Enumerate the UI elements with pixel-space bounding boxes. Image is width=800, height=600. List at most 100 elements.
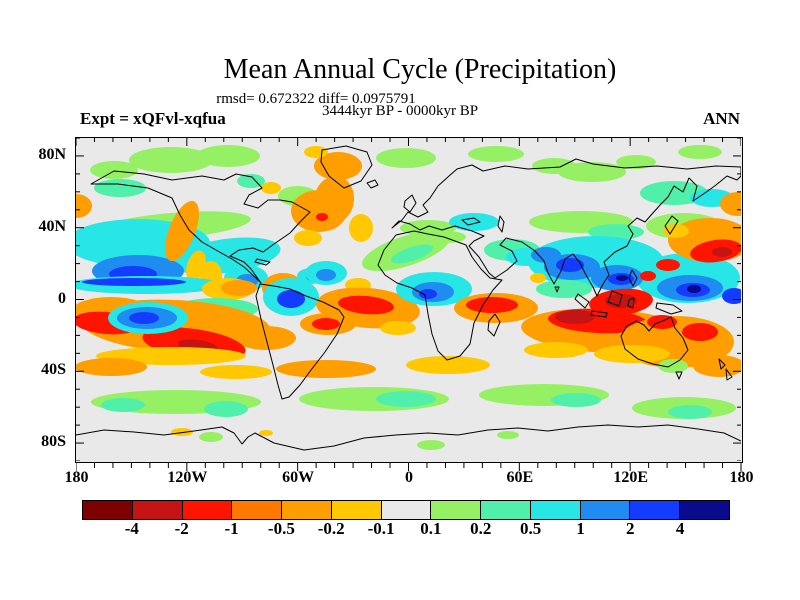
coast-australia xyxy=(620,316,689,368)
anomaly-blob xyxy=(312,318,340,330)
map-plot-area xyxy=(75,137,743,463)
anomaly-blob xyxy=(640,271,656,281)
anomaly-blob xyxy=(720,192,741,216)
anomaly-blob xyxy=(678,145,722,159)
anomaly-blob xyxy=(316,269,336,281)
coast-tasmania xyxy=(675,371,683,380)
coast-java xyxy=(590,310,608,318)
coast-sri-lanka xyxy=(554,286,560,293)
coast-iceland xyxy=(366,179,379,189)
coast-borneo xyxy=(607,290,623,307)
anomaly-blob xyxy=(406,356,490,374)
anomaly-blob xyxy=(259,430,273,436)
anomaly-blob xyxy=(449,213,499,231)
anomaly-blob xyxy=(605,294,637,308)
anomaly-blob xyxy=(558,162,626,182)
anomaly-blob xyxy=(76,194,92,218)
anomaly-blob xyxy=(171,428,193,436)
anomaly-blob xyxy=(82,278,186,286)
colorbar-tick-label: 0.1 xyxy=(420,519,442,538)
colorbar-tick-label: 0.2 xyxy=(470,519,492,538)
anomaly-blob xyxy=(693,355,741,377)
anomaly-blob xyxy=(551,393,601,407)
x-axis-ticks xyxy=(76,463,742,471)
colorbar-tick-label: -1 xyxy=(224,519,239,538)
x-axis-tick-label: 120E xyxy=(613,469,648,486)
anomaly-blob xyxy=(316,213,328,221)
coast-sumatra xyxy=(574,293,590,309)
x-axis-tick-label: 180 xyxy=(64,469,89,486)
anomaly-blob xyxy=(90,161,138,179)
colorbar-cell xyxy=(131,501,182,519)
anomaly-blob xyxy=(668,405,712,419)
y-axis-tick-label: 40N xyxy=(38,217,66,235)
anomaly-blob xyxy=(237,174,265,188)
coast-new-zealand-north xyxy=(718,358,726,370)
colorbar-cell xyxy=(281,501,331,519)
experiment-label: Expt = xQFvl-xqfua xyxy=(80,109,226,128)
coastlines xyxy=(76,145,741,451)
y-axis-tick-label: 80S xyxy=(41,433,66,451)
colorbar-cell xyxy=(629,501,680,519)
colorbar-tick-label: 0.5 xyxy=(519,519,542,538)
anomaly-blob xyxy=(390,244,434,264)
period-line: 3444kyr BP - 0000kyr BP xyxy=(321,103,479,119)
anomaly-blob xyxy=(555,310,595,324)
anomaly-blob xyxy=(277,290,305,308)
y-axis-tick-label: 80N xyxy=(38,145,66,163)
anomaly-blob xyxy=(647,315,677,329)
colorbar xyxy=(82,500,730,520)
anomaly-blob xyxy=(276,360,376,378)
anomaly-blob xyxy=(291,190,347,232)
colorbar-cell xyxy=(231,501,282,519)
anomaly-blob xyxy=(663,224,689,238)
anomaly-blob xyxy=(380,321,416,335)
anomaly-blob xyxy=(199,432,223,442)
coast-british-isles xyxy=(403,194,417,213)
coast-eurasia xyxy=(391,158,741,297)
anomaly-blob xyxy=(497,431,519,439)
anomaly-blob xyxy=(658,359,688,373)
coast-south-america xyxy=(255,283,345,400)
colorbar-tick-label: -0.5 xyxy=(267,519,295,538)
coast-madagascar xyxy=(487,313,501,337)
anomaly-blob xyxy=(712,247,732,257)
x-axis-tick-label: 0 xyxy=(405,469,413,486)
coast-philippines xyxy=(628,269,638,287)
anomaly-blob xyxy=(687,285,701,293)
x-axis-tick-label: 120W xyxy=(167,469,208,486)
x-axis-tick-label: 180 xyxy=(729,469,754,486)
anomaly-blob xyxy=(530,273,546,283)
anomaly-blob xyxy=(196,145,260,167)
y-axis-tick-label: 40S xyxy=(41,361,66,379)
anomaly-blob xyxy=(204,401,248,417)
stats-line: rmsd= 0.672322 diff= 0.0975791 xyxy=(216,91,416,107)
anomaly-blob xyxy=(376,391,436,407)
anomaly-blob xyxy=(129,312,159,324)
anomaly-blob xyxy=(419,289,437,299)
colorbar-tick-label: -0.2 xyxy=(317,519,345,538)
coast-cuba xyxy=(254,258,271,266)
colorbar-cell xyxy=(480,501,530,519)
colorbar-tick-label: 2 xyxy=(626,519,635,538)
anomaly-blob xyxy=(556,258,584,272)
precip-anomaly-field xyxy=(76,145,741,450)
anomaly-blob xyxy=(129,147,213,173)
anomaly-blob xyxy=(200,365,272,379)
anomaly-blob xyxy=(616,275,628,281)
colorbar-tick-label: 1 xyxy=(576,519,585,538)
colorbar-cell xyxy=(181,501,232,519)
anomaly-blob xyxy=(314,152,362,180)
y-axis-tick-label: 0 xyxy=(58,289,66,307)
coast-new-guinea xyxy=(655,302,683,315)
colorbar-cell xyxy=(380,501,431,519)
colorbar-tick-label: -4 xyxy=(124,519,139,538)
coast-caspian-sea xyxy=(497,215,505,233)
anomaly-blob xyxy=(165,200,199,262)
colorbar-cell xyxy=(430,501,481,519)
x-axis-tick-label: 60W xyxy=(282,469,315,486)
anomaly-blob xyxy=(294,230,322,246)
colorbar-tick-label: 4 xyxy=(675,519,685,538)
x-axis-tick-label: 60E xyxy=(506,469,534,486)
anomaly-blob xyxy=(468,146,524,162)
